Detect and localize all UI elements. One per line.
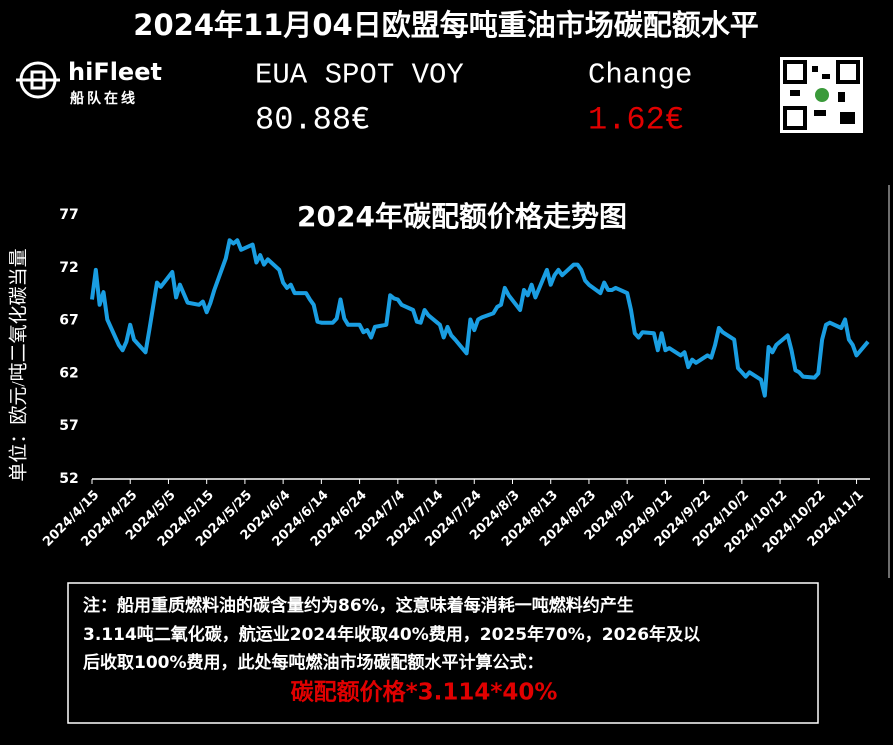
- qr-logo: [815, 88, 829, 102]
- spot-value: 80.88€: [255, 101, 370, 138]
- qr-dot: [822, 74, 830, 79]
- change-value: 1.62€: [588, 101, 684, 138]
- price-line: [90, 238, 870, 398]
- qr-dot: [838, 92, 845, 102]
- note-line: 3.114吨二氧化碳，航运业2024年收取40%费用，2025年70%，2026…: [83, 624, 700, 645]
- note-box: [67, 582, 819, 724]
- qr-dot: [790, 90, 800, 96]
- qr-corner: [836, 60, 860, 84]
- y-tick-label: 67: [59, 313, 78, 329]
- qr-dot: [840, 112, 855, 124]
- logo: hiFleet 船队在线: [16, 58, 162, 107]
- qr-corner: [783, 106, 807, 130]
- qr-code: [780, 57, 863, 133]
- y-tick-label: 57: [59, 418, 78, 434]
- qr-corner: [783, 60, 807, 84]
- note-line: 后收取100%费用，此处每吨燃油市场碳配额水平计算公式：: [83, 652, 544, 673]
- qr-dot: [814, 110, 826, 116]
- y-axis-label: 单位：欧元/吨二氧化碳当量: [7, 248, 29, 481]
- logo-text: hiFleet: [68, 58, 162, 86]
- change-label: Change: [588, 59, 692, 92]
- y-tick-label: 72: [59, 260, 78, 276]
- note-line: 注：船用重质燃料油的碳含量约为86%，这意味着每消耗一吨燃料约产生: [83, 595, 634, 616]
- logo-icon: [30, 70, 46, 90]
- y-tick-label: 77: [59, 207, 78, 223]
- logo-subtext: 船队在线: [70, 90, 138, 107]
- chart-title: 2024年碳配额价格走势图: [297, 200, 627, 233]
- y-tick-label: 52: [59, 471, 78, 487]
- page-title: 2024年11月04日欧盟每吨重油市场碳配额水平: [133, 8, 758, 42]
- spot-label: EUA SPOT VOY: [255, 59, 464, 92]
- y-tick-label: 62: [59, 365, 78, 381]
- qr-dot: [812, 66, 818, 72]
- formula: 碳配额价格*3.114*40%: [291, 679, 558, 706]
